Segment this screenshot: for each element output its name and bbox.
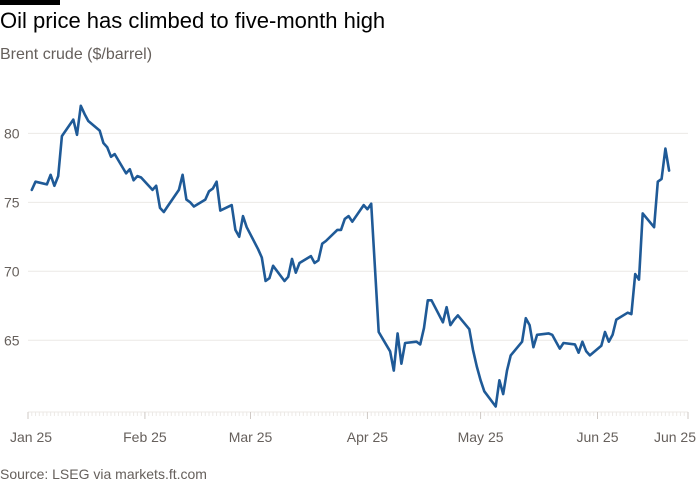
y-tick-label-80: 80: [4, 125, 20, 141]
axis-layer: [27, 411, 689, 419]
x-tick-label-1: Feb 25: [123, 429, 167, 445]
x-tick-label-3: Apr 25: [347, 429, 388, 445]
grid-layer: [28, 132, 688, 341]
x-tick-label-2: Mar 25: [229, 429, 273, 445]
x-tick-label-4: May 25: [458, 429, 504, 445]
source-note: Source: LSEG via markets.ft.com: [0, 466, 207, 482]
chart-title: Oil price has climbed to five-month high: [0, 8, 386, 33]
y-tick-label-70: 70: [4, 263, 20, 279]
x-tick-label-5: Jun 25: [576, 429, 618, 445]
x-tick-label-6: Jun 25: [654, 429, 696, 445]
series-layer: [30, 104, 671, 408]
y-tick-label-65: 65: [4, 332, 20, 348]
y-tick-label-75: 75: [4, 194, 20, 210]
x-tick-label-0: Jan 25: [10, 429, 52, 445]
series-line-brent: [30, 104, 671, 408]
chart-subtitle: Brent crude ($/barrel): [0, 46, 153, 63]
top-rule: [0, 0, 60, 5]
label-layer: 65 70 75 80 Jan 25 Feb 25 Mar 25 Apr 25 May 25 Ju…: [4, 125, 696, 445]
